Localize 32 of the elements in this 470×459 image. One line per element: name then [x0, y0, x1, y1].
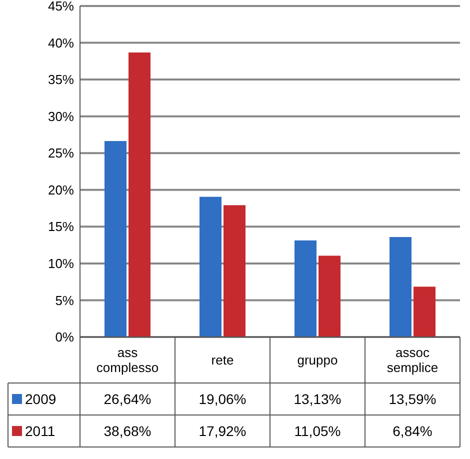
x-tick-label: gruppo	[297, 352, 338, 368]
data-label: 6,84%	[392, 422, 432, 439]
data-label: 38,68%	[104, 422, 152, 439]
bar	[224, 205, 246, 337]
data-label: 13,13%	[294, 390, 342, 407]
y-tick-label: 5%	[55, 292, 74, 308]
data-label: 13,59%	[388, 390, 436, 407]
bar	[294, 240, 316, 337]
y-tick-label: 0%	[55, 330, 74, 345]
y-tick-label: 45%	[48, 0, 74, 14]
y-tick-label: 40%	[48, 35, 74, 50]
legend-label: 2011	[25, 422, 56, 439]
data-label: 17,92%	[198, 422, 246, 439]
x-tick-label: rete	[211, 352, 234, 368]
bar	[128, 52, 150, 337]
x-tick-label: ass complesso	[96, 345, 159, 376]
bar	[390, 237, 412, 337]
y-tick-label: 25%	[48, 146, 74, 161]
bar	[318, 256, 340, 337]
y-tick-label: 30%	[48, 108, 74, 124]
legend-label: 2009	[25, 390, 56, 407]
bar	[414, 286, 436, 337]
bar	[200, 196, 222, 337]
data-label: 26,64%	[104, 390, 152, 407]
data-label: 11,05%	[294, 422, 341, 439]
x-tick-label: assoc semplice	[386, 345, 438, 376]
y-tick-label: 15%	[48, 219, 74, 234]
data-label: 19,06%	[198, 390, 246, 407]
y-tick-label: 35%	[48, 72, 74, 88]
y-tick-label: 10%	[48, 256, 74, 271]
bar	[104, 141, 126, 337]
y-tick-label: 20%	[48, 182, 74, 198]
